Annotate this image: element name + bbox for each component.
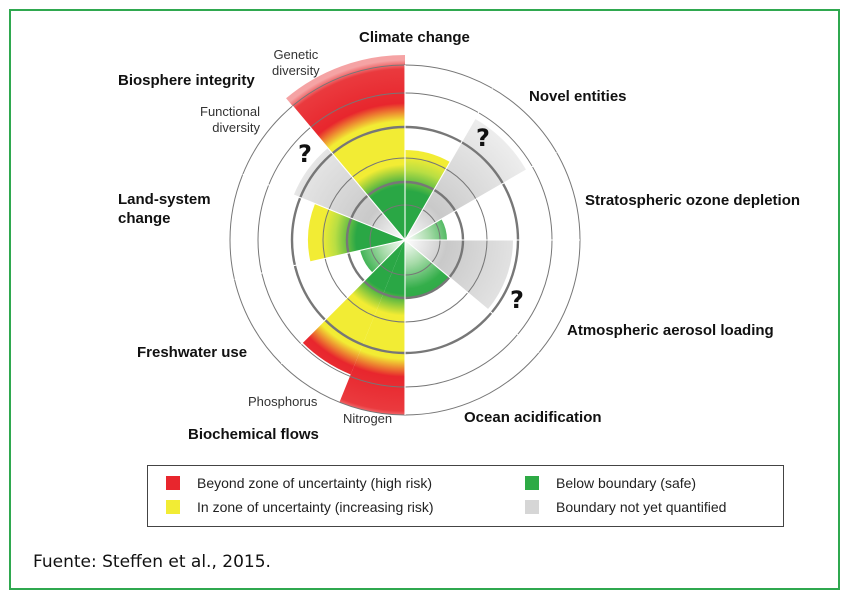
wedge-ocean-acidification xyxy=(405,240,450,298)
legend-item-not-quantified: Boundary not yet quantified xyxy=(525,499,726,515)
label-functional-diversity: Functional diversity xyxy=(200,104,260,135)
label-climate-change: Climate change xyxy=(359,29,470,46)
legend-item-increasing-risk: In zone of uncertainty (increasing risk) xyxy=(166,499,434,515)
legend-label-high-risk: Beyond zone of uncertainty (high risk) xyxy=(197,475,433,491)
label-freshwater-use: Freshwater use xyxy=(137,344,248,361)
wedge-phosphorus xyxy=(302,240,405,375)
legend-swatch-green xyxy=(525,476,539,490)
legend-label-increasing-risk: In zone of uncertainty (increasing risk) xyxy=(197,499,434,515)
wedges-layer xyxy=(286,55,527,415)
question-mark-novel-entities: ? xyxy=(476,124,490,152)
question-mark-functional-diversity: ? xyxy=(298,140,312,168)
wedge-climate-change xyxy=(405,150,450,240)
question-mark-aerosol-loading: ? xyxy=(510,286,524,314)
grid-layer xyxy=(229,64,581,416)
legend-item-high-risk: Beyond zone of uncertainty (high risk) xyxy=(166,475,432,491)
label-biosphere-integrity: Biosphere integrity xyxy=(118,72,255,89)
spoke-2 xyxy=(404,88,493,241)
wedge-nitrogen xyxy=(339,240,405,415)
label-land-system-change: Land-system change xyxy=(118,191,211,227)
legend-label-safe: Below boundary (safe) xyxy=(556,475,697,491)
legend-swatch-red xyxy=(166,476,180,490)
label-nitrogen: Nitrogen xyxy=(343,411,393,426)
spoke-9 xyxy=(242,173,406,241)
legend: Beyond zone of uncertainty (high risk) I… xyxy=(147,465,784,527)
wedge-genetic-diversity xyxy=(286,55,405,240)
label-ozone-depletion: Stratospheric ozone depletion xyxy=(585,192,801,209)
spoke-5 xyxy=(404,239,540,353)
label-aerosol-loading: Atmospheric aerosol loading xyxy=(567,322,774,339)
legend-item-safe: Below boundary (safe) xyxy=(525,475,696,491)
legend-swatch-yellow xyxy=(166,500,180,514)
wedge-functional-diversity xyxy=(293,148,405,240)
label-biochemical-flows: Biochemical flows xyxy=(188,426,319,443)
legend-label-not-quantified: Boundary not yet quantified xyxy=(556,499,727,515)
label-phosphorus: Phosphorus xyxy=(248,394,318,409)
source-citation: Fuente: Steffen et al., 2015. xyxy=(33,552,271,572)
label-ocean-acidification: Ocean acidification xyxy=(464,409,602,426)
spoke-8 xyxy=(234,239,406,280)
wedge-novel-entities xyxy=(405,118,527,240)
legend-swatch-grey xyxy=(525,500,539,514)
label-genetic-diversity: Genetic diversity xyxy=(272,47,320,78)
wedge-land-system xyxy=(308,203,405,262)
spoke-3 xyxy=(404,152,557,241)
spoke-7 xyxy=(280,239,406,365)
wedge-aerosol-loading xyxy=(405,240,513,310)
label-novel-entities: Novel entities xyxy=(529,88,627,105)
spoke-10 xyxy=(292,105,406,241)
